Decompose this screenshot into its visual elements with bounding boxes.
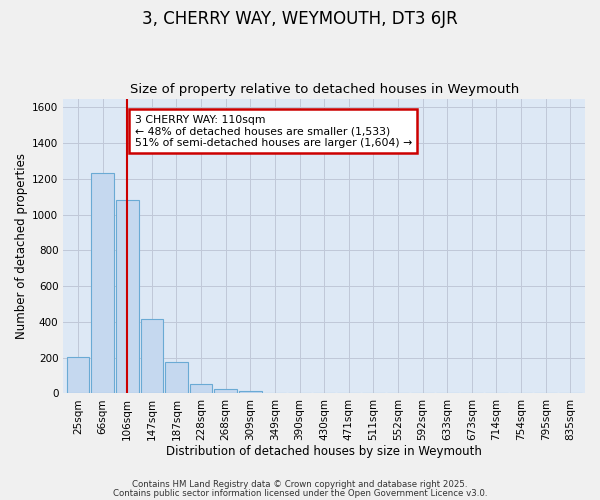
Bar — [165, 362, 188, 394]
Bar — [214, 389, 237, 394]
Bar — [116, 200, 139, 394]
Text: Contains public sector information licensed under the Open Government Licence v3: Contains public sector information licen… — [113, 489, 487, 498]
Bar — [140, 319, 163, 394]
Text: 3 CHERRY WAY: 110sqm
← 48% of detached houses are smaller (1,533)
51% of semi-de: 3 CHERRY WAY: 110sqm ← 48% of detached h… — [134, 114, 412, 148]
Bar — [91, 172, 114, 394]
Text: Contains HM Land Registry data © Crown copyright and database right 2025.: Contains HM Land Registry data © Crown c… — [132, 480, 468, 489]
Title: Size of property relative to detached houses in Weymouth: Size of property relative to detached ho… — [130, 83, 519, 96]
Bar — [239, 390, 262, 394]
Bar — [190, 384, 212, 394]
Text: 3, CHERRY WAY, WEYMOUTH, DT3 6JR: 3, CHERRY WAY, WEYMOUTH, DT3 6JR — [142, 10, 458, 28]
Y-axis label: Number of detached properties: Number of detached properties — [15, 153, 28, 339]
X-axis label: Distribution of detached houses by size in Weymouth: Distribution of detached houses by size … — [166, 444, 482, 458]
Bar — [67, 356, 89, 394]
